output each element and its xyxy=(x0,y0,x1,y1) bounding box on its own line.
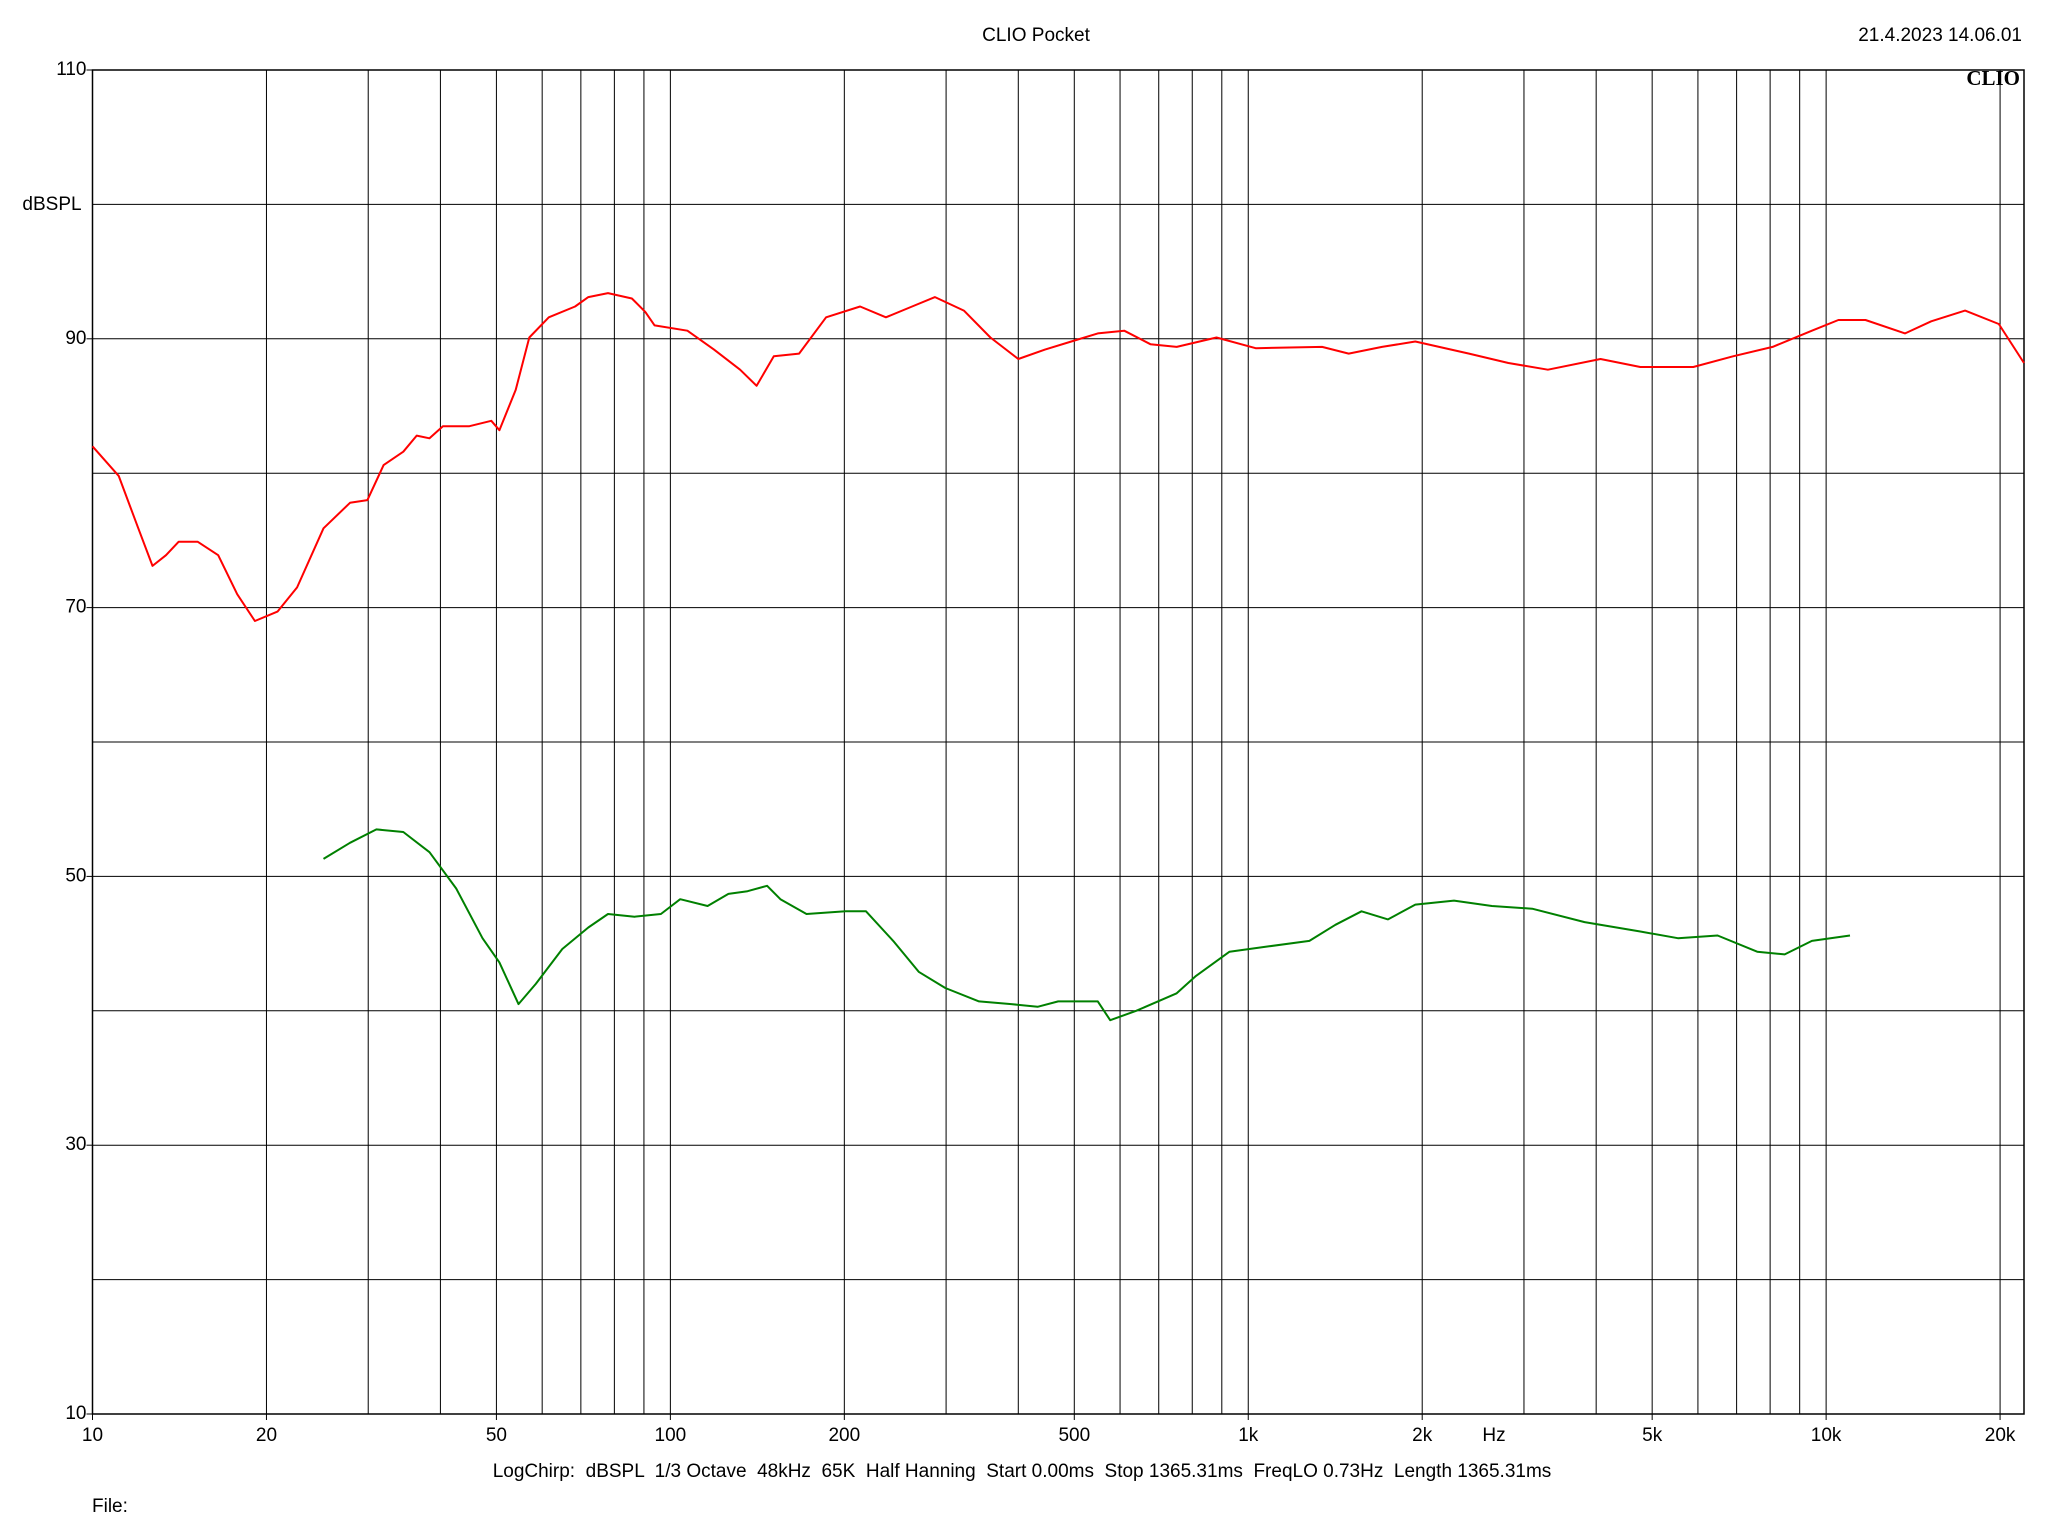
x-tick-label: 10k xyxy=(1811,1425,1842,1446)
series-line xyxy=(322,828,1851,1022)
footer: LogChirp: dBSPL 1/3 Octave 48kHz 65K Hal… xyxy=(493,1461,1552,1482)
y-tick-label: 110 xyxy=(56,59,86,80)
logo: CLIO xyxy=(1966,66,2020,90)
x-tick-label: 20k xyxy=(1985,1425,2016,1446)
x-tick-label: 1k xyxy=(1238,1425,1259,1446)
file-label: File: xyxy=(92,1496,128,1517)
x-tick-label: 20 xyxy=(256,1425,277,1446)
x-tick-label: 100 xyxy=(655,1425,687,1446)
y-tick-label: 30 xyxy=(65,1134,86,1155)
series-line xyxy=(91,292,2025,622)
x-tick-label: 50 xyxy=(486,1425,507,1446)
y-tick-label: 50 xyxy=(65,865,86,886)
x-tick-label: 5k xyxy=(1642,1425,1663,1446)
y-tick-label: 10 xyxy=(65,1403,86,1424)
y-tick-label: 70 xyxy=(65,597,86,618)
y-tick-label: 90 xyxy=(65,328,86,349)
plot-border xyxy=(91,69,2025,1415)
chart-title: CLIO Pocket xyxy=(982,25,1090,46)
x-tick-label: 200 xyxy=(828,1425,860,1446)
x-tick-label: 2k xyxy=(1412,1425,1433,1446)
date: 21.4.2023 14.06.01 xyxy=(1858,25,2022,46)
x-tick-label: 500 xyxy=(1058,1425,1090,1446)
y-axis-label: dBSPL xyxy=(22,194,81,215)
x-axis-label: Hz xyxy=(1482,1425,1505,1446)
x-tick-label: 10 xyxy=(82,1425,103,1446)
